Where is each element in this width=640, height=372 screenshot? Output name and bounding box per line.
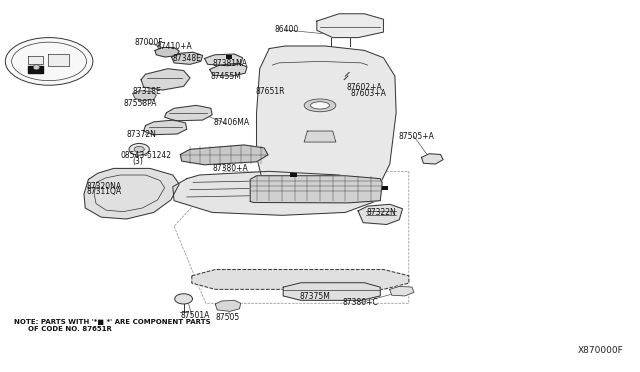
Bar — [226, 55, 232, 59]
Circle shape — [134, 147, 144, 152]
Polygon shape — [215, 300, 241, 311]
Polygon shape — [210, 63, 247, 76]
Polygon shape — [155, 48, 179, 57]
Text: 87375M: 87375M — [300, 292, 331, 301]
Text: 87372N: 87372N — [127, 130, 156, 139]
Ellipse shape — [5, 38, 93, 85]
Text: 87406MA: 87406MA — [213, 118, 250, 128]
Bar — [381, 186, 388, 190]
Text: NOTE: PARTS WITH '*■ *' ARE COMPONENT PARTS: NOTE: PARTS WITH '*■ *' ARE COMPONENT PA… — [14, 319, 211, 326]
Text: 87320NA: 87320NA — [86, 182, 122, 190]
Polygon shape — [284, 283, 380, 300]
Circle shape — [129, 144, 149, 155]
Polygon shape — [173, 171, 377, 215]
Polygon shape — [192, 270, 409, 289]
Polygon shape — [304, 131, 336, 142]
Bar — [290, 173, 296, 177]
Polygon shape — [422, 154, 443, 164]
Text: 87318E: 87318E — [132, 87, 161, 96]
Text: 87380+C: 87380+C — [342, 298, 378, 307]
Polygon shape — [172, 52, 203, 64]
Text: 08543-51242: 08543-51242 — [120, 151, 171, 160]
Text: 87455M: 87455M — [211, 71, 242, 81]
Polygon shape — [28, 56, 44, 64]
Text: (3): (3) — [133, 157, 144, 166]
Text: 87505+A: 87505+A — [399, 132, 435, 141]
Text: 86400: 86400 — [275, 25, 299, 34]
Polygon shape — [390, 286, 414, 296]
Ellipse shape — [310, 102, 330, 109]
Polygon shape — [250, 176, 382, 203]
Text: 87311QA: 87311QA — [86, 187, 122, 196]
Polygon shape — [28, 66, 44, 73]
Polygon shape — [358, 204, 403, 224]
Text: 87603+A: 87603+A — [351, 89, 387, 98]
Polygon shape — [133, 91, 156, 100]
Text: 87602+A: 87602+A — [347, 83, 382, 92]
Polygon shape — [143, 120, 187, 135]
Text: 87558PA: 87558PA — [124, 99, 157, 108]
Text: 87381NA: 87381NA — [212, 60, 247, 68]
Text: 87000F: 87000F — [135, 38, 163, 47]
Ellipse shape — [33, 65, 40, 70]
Polygon shape — [164, 105, 212, 121]
Polygon shape — [84, 169, 179, 219]
Polygon shape — [141, 69, 190, 90]
Polygon shape — [49, 54, 68, 66]
Circle shape — [175, 294, 193, 304]
Text: 87410+A: 87410+A — [157, 42, 193, 51]
Text: 87651R: 87651R — [255, 87, 285, 96]
Text: 87380+A: 87380+A — [212, 164, 248, 173]
Polygon shape — [317, 14, 383, 38]
Polygon shape — [205, 54, 243, 66]
Text: 87501A: 87501A — [180, 311, 210, 320]
Text: X870000F: X870000F — [577, 346, 623, 355]
Polygon shape — [257, 46, 396, 202]
Polygon shape — [180, 145, 268, 165]
Text: 87322N: 87322N — [366, 208, 396, 217]
Ellipse shape — [304, 99, 336, 112]
Text: OF CODE NO. 87651R: OF CODE NO. 87651R — [28, 326, 112, 332]
Text: 87348E: 87348E — [173, 54, 202, 63]
Text: 87505: 87505 — [216, 314, 240, 323]
